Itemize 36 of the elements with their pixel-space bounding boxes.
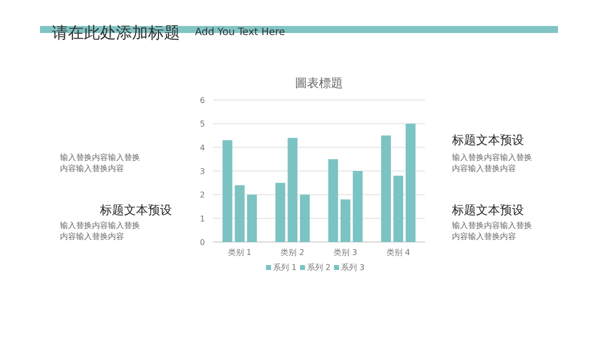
- text: 标题文本预设: [451, 203, 524, 217]
- legend-label: 系列 3: [341, 263, 365, 272]
- text: 输入替换内容输入替换内容输入替换内容: [452, 153, 532, 173]
- y-tick-label: 0: [200, 238, 205, 247]
- bar: [234, 185, 245, 242]
- bar: [381, 136, 391, 242]
- text: 标题文本预设: [451, 133, 524, 147]
- y-tick-label: 2: [200, 190, 205, 200]
- y-tick-label: 6: [200, 96, 205, 105]
- bar: [406, 124, 416, 242]
- bar: [300, 194, 310, 242]
- bar: [222, 140, 232, 242]
- bar: [328, 159, 338, 242]
- text: 输入替换内容输入替换内容输入替换内容: [60, 153, 140, 173]
- x-tick-label: 类别 2: [280, 248, 304, 257]
- text: 输入替换内容输入替换内容输入替换内容: [452, 221, 532, 241]
- y-tick-label: 4: [200, 143, 205, 152]
- bar: [288, 138, 298, 242]
- bar: [247, 194, 257, 242]
- bar: [275, 182, 286, 242]
- legend-label: 系列 2: [307, 263, 331, 272]
- bar: [352, 171, 363, 242]
- x-tick-label: 类别 1: [228, 248, 252, 257]
- bar: [393, 176, 404, 242]
- text: Add You Text Here: [195, 27, 286, 38]
- x-tick-label: 类别 3: [334, 248, 358, 257]
- y-tick-label: 5: [200, 120, 205, 129]
- text: 请在此处添加标题: [52, 23, 180, 42]
- y-tick-label: 3: [200, 167, 205, 176]
- y-tick-label: 1: [200, 214, 205, 224]
- legend-label: 系列 1: [273, 263, 297, 272]
- text: 输入替换内容输入替换内容输入替换内容: [60, 221, 140, 241]
- chart-title: 圖表標題: [295, 76, 343, 90]
- text: 标题文本预设: [99, 203, 172, 217]
- x-tick-label: 类别 4: [386, 248, 410, 257]
- bar: [340, 199, 350, 242]
